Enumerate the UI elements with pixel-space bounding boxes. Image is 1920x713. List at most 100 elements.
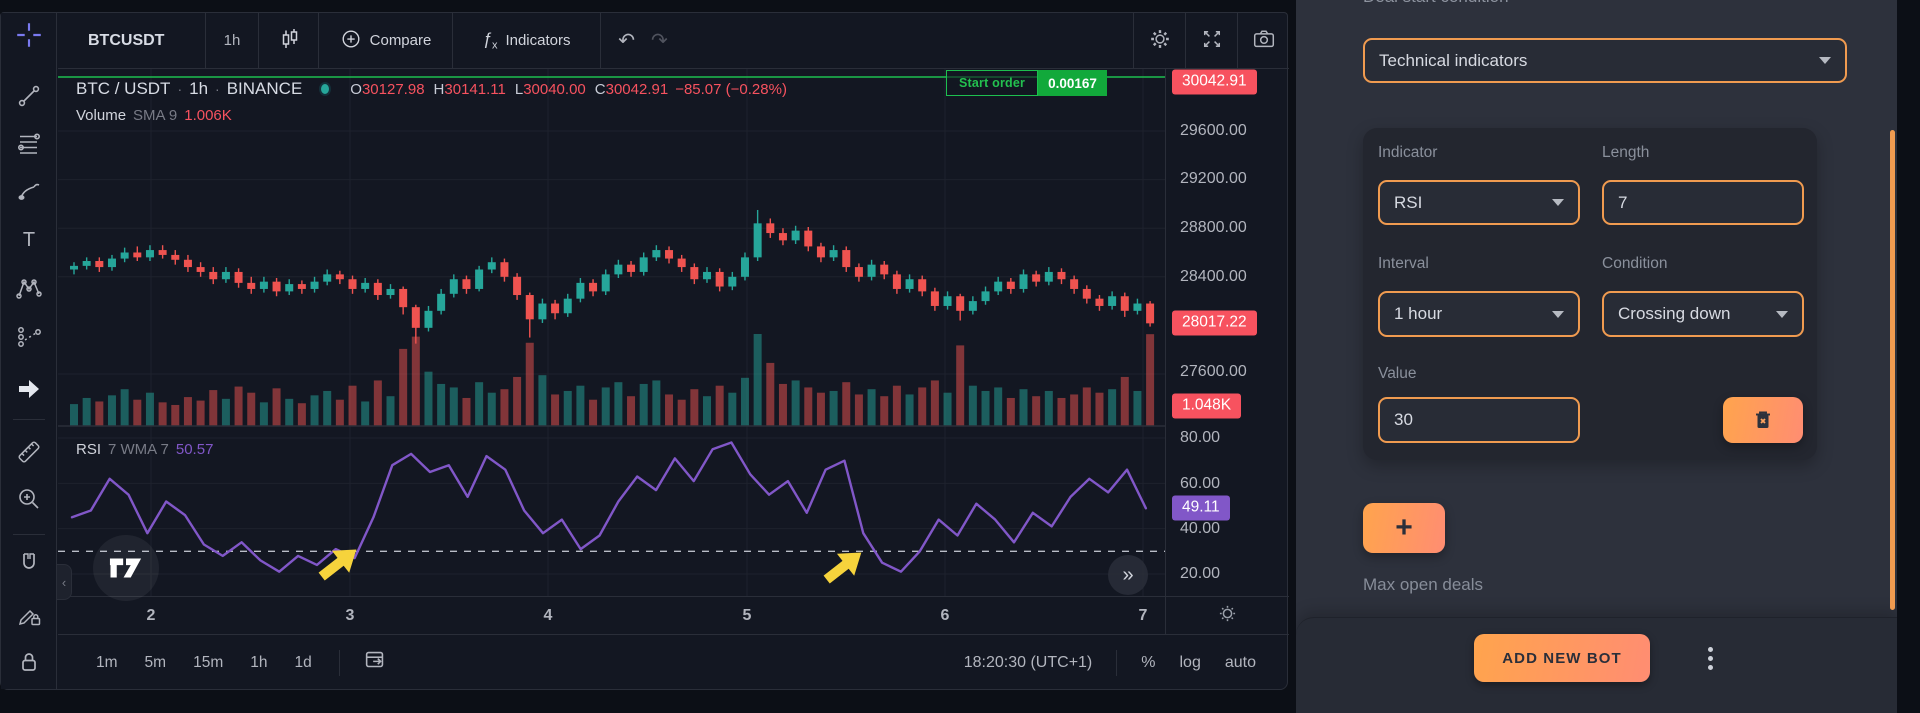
add-new-bot-button[interactable]: ADD NEW BOT	[1474, 634, 1650, 682]
go-to-date-button[interactable]	[362, 647, 388, 678]
drawing-lock-tool[interactable]	[10, 596, 48, 634]
percent-scale-button[interactable]: %	[1141, 653, 1156, 671]
text-tool[interactable]: T	[10, 220, 48, 258]
sidebar-collapse-handle[interactable]: ‹	[57, 564, 72, 600]
time-tick-label: 7	[1138, 606, 1148, 624]
condition-select[interactable]: Crossing down	[1602, 291, 1804, 337]
value-label: Value	[1378, 365, 1417, 382]
plus-circle-icon	[340, 28, 362, 54]
highlight-arrow	[823, 552, 862, 584]
brush-tool[interactable]	[10, 172, 48, 210]
gear-icon	[1147, 26, 1173, 56]
add-condition-button[interactable]: +	[1363, 503, 1445, 553]
price-tick-label: 80.00	[1180, 429, 1221, 446]
forecast-icon	[15, 322, 43, 350]
price-tick-label: 27600.00	[1180, 363, 1247, 380]
volume-value: 1.006K	[184, 107, 232, 124]
time-tick-label: 5	[742, 606, 752, 624]
compare-button[interactable]: Compare	[319, 13, 453, 68]
price-tick-label: 29200.00	[1180, 170, 1247, 187]
panel-scrollbar-thumb[interactable]	[1890, 130, 1895, 610]
delete-condition-button[interactable]	[1723, 397, 1803, 443]
ohlc-pair: L30040.00	[514, 80, 586, 98]
length-label: Length	[1602, 144, 1650, 161]
clock-timezone[interactable]: 18:20:30 (UTC+1)	[963, 653, 1093, 671]
max-open-deals-label: Max open deals	[1363, 575, 1484, 594]
time-tick-label: 3	[345, 606, 355, 624]
zoom-in-tool[interactable]	[10, 480, 48, 518]
camera-icon	[1251, 26, 1277, 56]
legend-sep: ·	[215, 81, 220, 97]
trend-line-tool[interactable]	[10, 77, 48, 115]
ruler-tool[interactable]	[10, 433, 48, 471]
section-heading-clipped: Deal start condition	[1363, 0, 1509, 7]
fib-retracement-tool[interactable]	[10, 125, 48, 163]
log-scale-button[interactable]: log	[1179, 653, 1201, 671]
redo-icon[interactable]: ↷	[651, 30, 668, 52]
undo-icon[interactable]: ↶	[618, 30, 635, 52]
calendar-arrow-icon	[365, 651, 383, 668]
candlestick-chart[interactable]	[58, 69, 1165, 596]
crosshair-tool[interactable]	[10, 16, 48, 54]
price-label-red: 28017.22	[1172, 310, 1257, 336]
chart-plot-area: BTC / USDT · 1h · BINANCE O30127.98 H3014…	[58, 69, 1165, 601]
interval-button-15m[interactable]: 15m	[193, 653, 224, 671]
fullscreen-button[interactable]	[1185, 13, 1237, 68]
theme-sun-icon[interactable]	[1215, 601, 1240, 631]
time-axis[interactable]: 2 3 4 5 6 7	[58, 596, 1289, 634]
auto-scale-button[interactable]: auto	[1224, 653, 1256, 671]
chart-settings-button[interactable]	[1133, 13, 1185, 68]
strategy-select[interactable]: Technical indicators	[1363, 38, 1847, 83]
start-order-line-label[interactable]: Start order 0.00167	[946, 70, 1107, 96]
highlight-arrow	[318, 549, 357, 581]
interval-button-5m[interactable]: 5m	[144, 653, 167, 671]
chart-style-button[interactable]	[259, 13, 319, 68]
trash-icon	[1756, 411, 1770, 428]
length-input-value: 7	[1618, 192, 1628, 212]
interval-button[interactable]: 1h	[206, 13, 259, 68]
magnet-tool[interactable]	[10, 545, 48, 583]
rsi-value-label: 49.11	[1172, 495, 1230, 521]
fib-retracement-icon	[15, 130, 43, 158]
symbol-button[interactable]: BTCUSDT	[58, 13, 206, 68]
indicators-label: Indicators	[505, 32, 571, 49]
pane-expand-button[interactable]: »	[1108, 555, 1148, 595]
ruler-icon	[15, 438, 43, 466]
chevron-down-icon	[1552, 199, 1564, 206]
toolbar-spacer	[685, 13, 1133, 68]
value-input[interactable]: 30	[1378, 397, 1580, 443]
length-input[interactable]: 7	[1602, 180, 1804, 225]
arrow-tool[interactable]	[10, 370, 48, 408]
fx-icon: ƒx	[482, 29, 498, 52]
volume-legend[interactable]: Volume SMA 9 1.006K	[76, 107, 232, 124]
price-tick-label: 60.00	[1180, 475, 1221, 492]
chart-legend[interactable]: BTC / USDT · 1h · BINANCE O30127.98 H3014…	[76, 79, 787, 99]
price-scale[interactable]: 30042.91 29600.00 29200.00 28800.00 28400.00…	[1165, 69, 1289, 596]
legend-sep: ·	[177, 81, 183, 97]
rsi-legend[interactable]: RSI 7 WMA 7 50.57	[76, 441, 213, 458]
legend-symbol: BTC / USDT	[76, 79, 171, 98]
forecast-tool[interactable]	[10, 317, 48, 355]
price-tick-label: 40.00	[1180, 520, 1221, 537]
screenshot-button[interactable]	[1237, 13, 1289, 68]
lock-tool[interactable]	[10, 643, 48, 681]
rsi-params: 7 WMA 7	[108, 441, 169, 458]
condition-card: Indicator Length RSI 7 Interval Conditio…	[1363, 128, 1817, 460]
chart-bottom-toolbar: 1m 5m 15m 1h 1d 18:20:30 (UTC+1) % log auto	[58, 634, 1289, 690]
condition-select-value: Crossing down	[1618, 304, 1731, 323]
more-options-button[interactable]	[1692, 640, 1728, 676]
price-label-red: 1.048K	[1172, 393, 1242, 419]
interval-button-1d[interactable]: 1d	[294, 653, 312, 671]
tradingview-logo[interactable]	[93, 535, 159, 601]
interval-button-1h[interactable]: 1h	[250, 653, 268, 671]
interval-select[interactable]: 1 hour	[1378, 291, 1580, 337]
indicator-select-value: RSI	[1394, 192, 1423, 212]
interval-button-1m[interactable]: 1m	[96, 653, 118, 671]
xabcd-pattern-icon	[15, 274, 43, 302]
xabcd-pattern-tool[interactable]	[10, 269, 48, 307]
candles-icon	[277, 27, 301, 55]
indicator-select[interactable]: RSI	[1378, 180, 1580, 225]
indicators-button[interactable]: ƒx Indicators	[453, 13, 601, 68]
rsi-value: 50.57	[175, 441, 214, 458]
